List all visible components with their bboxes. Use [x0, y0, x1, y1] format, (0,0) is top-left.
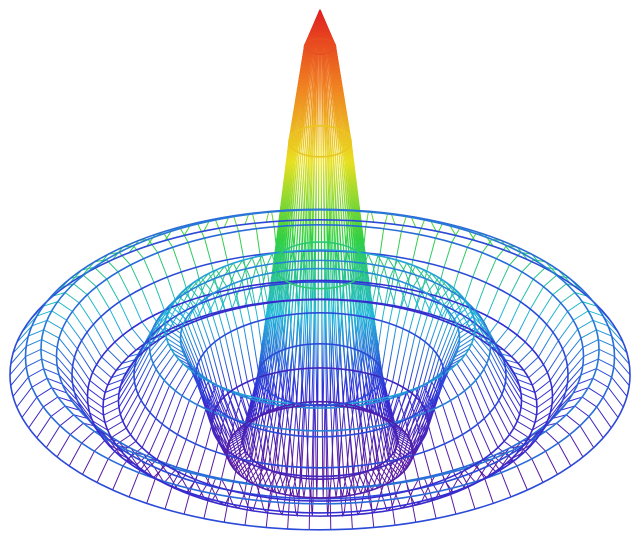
- surface-ring: [272, 241, 368, 290]
- surface-ring: [195, 311, 445, 438]
- surface-ring: [55, 224, 585, 490]
- surface-ring: [210, 367, 430, 478]
- surface-ring: [303, 37, 337, 56]
- surface-ring: [179, 267, 461, 409]
- surface-ring: [71, 249, 569, 500]
- surface-ring: [117, 298, 523, 502]
- surface-ring: [241, 400, 399, 481]
- surface-ring: [288, 125, 352, 158]
- surface-wire: [21, 9, 321, 440]
- surface-ring: [257, 342, 383, 407]
- surface-ring: [148, 259, 492, 432]
- surface-ring: [226, 404, 414, 499]
- surface-ring: [9, 218, 631, 531]
- surface-ring: [86, 279, 554, 514]
- surface-ring: [133, 280, 507, 469]
- surface-wire: [319, 9, 619, 440]
